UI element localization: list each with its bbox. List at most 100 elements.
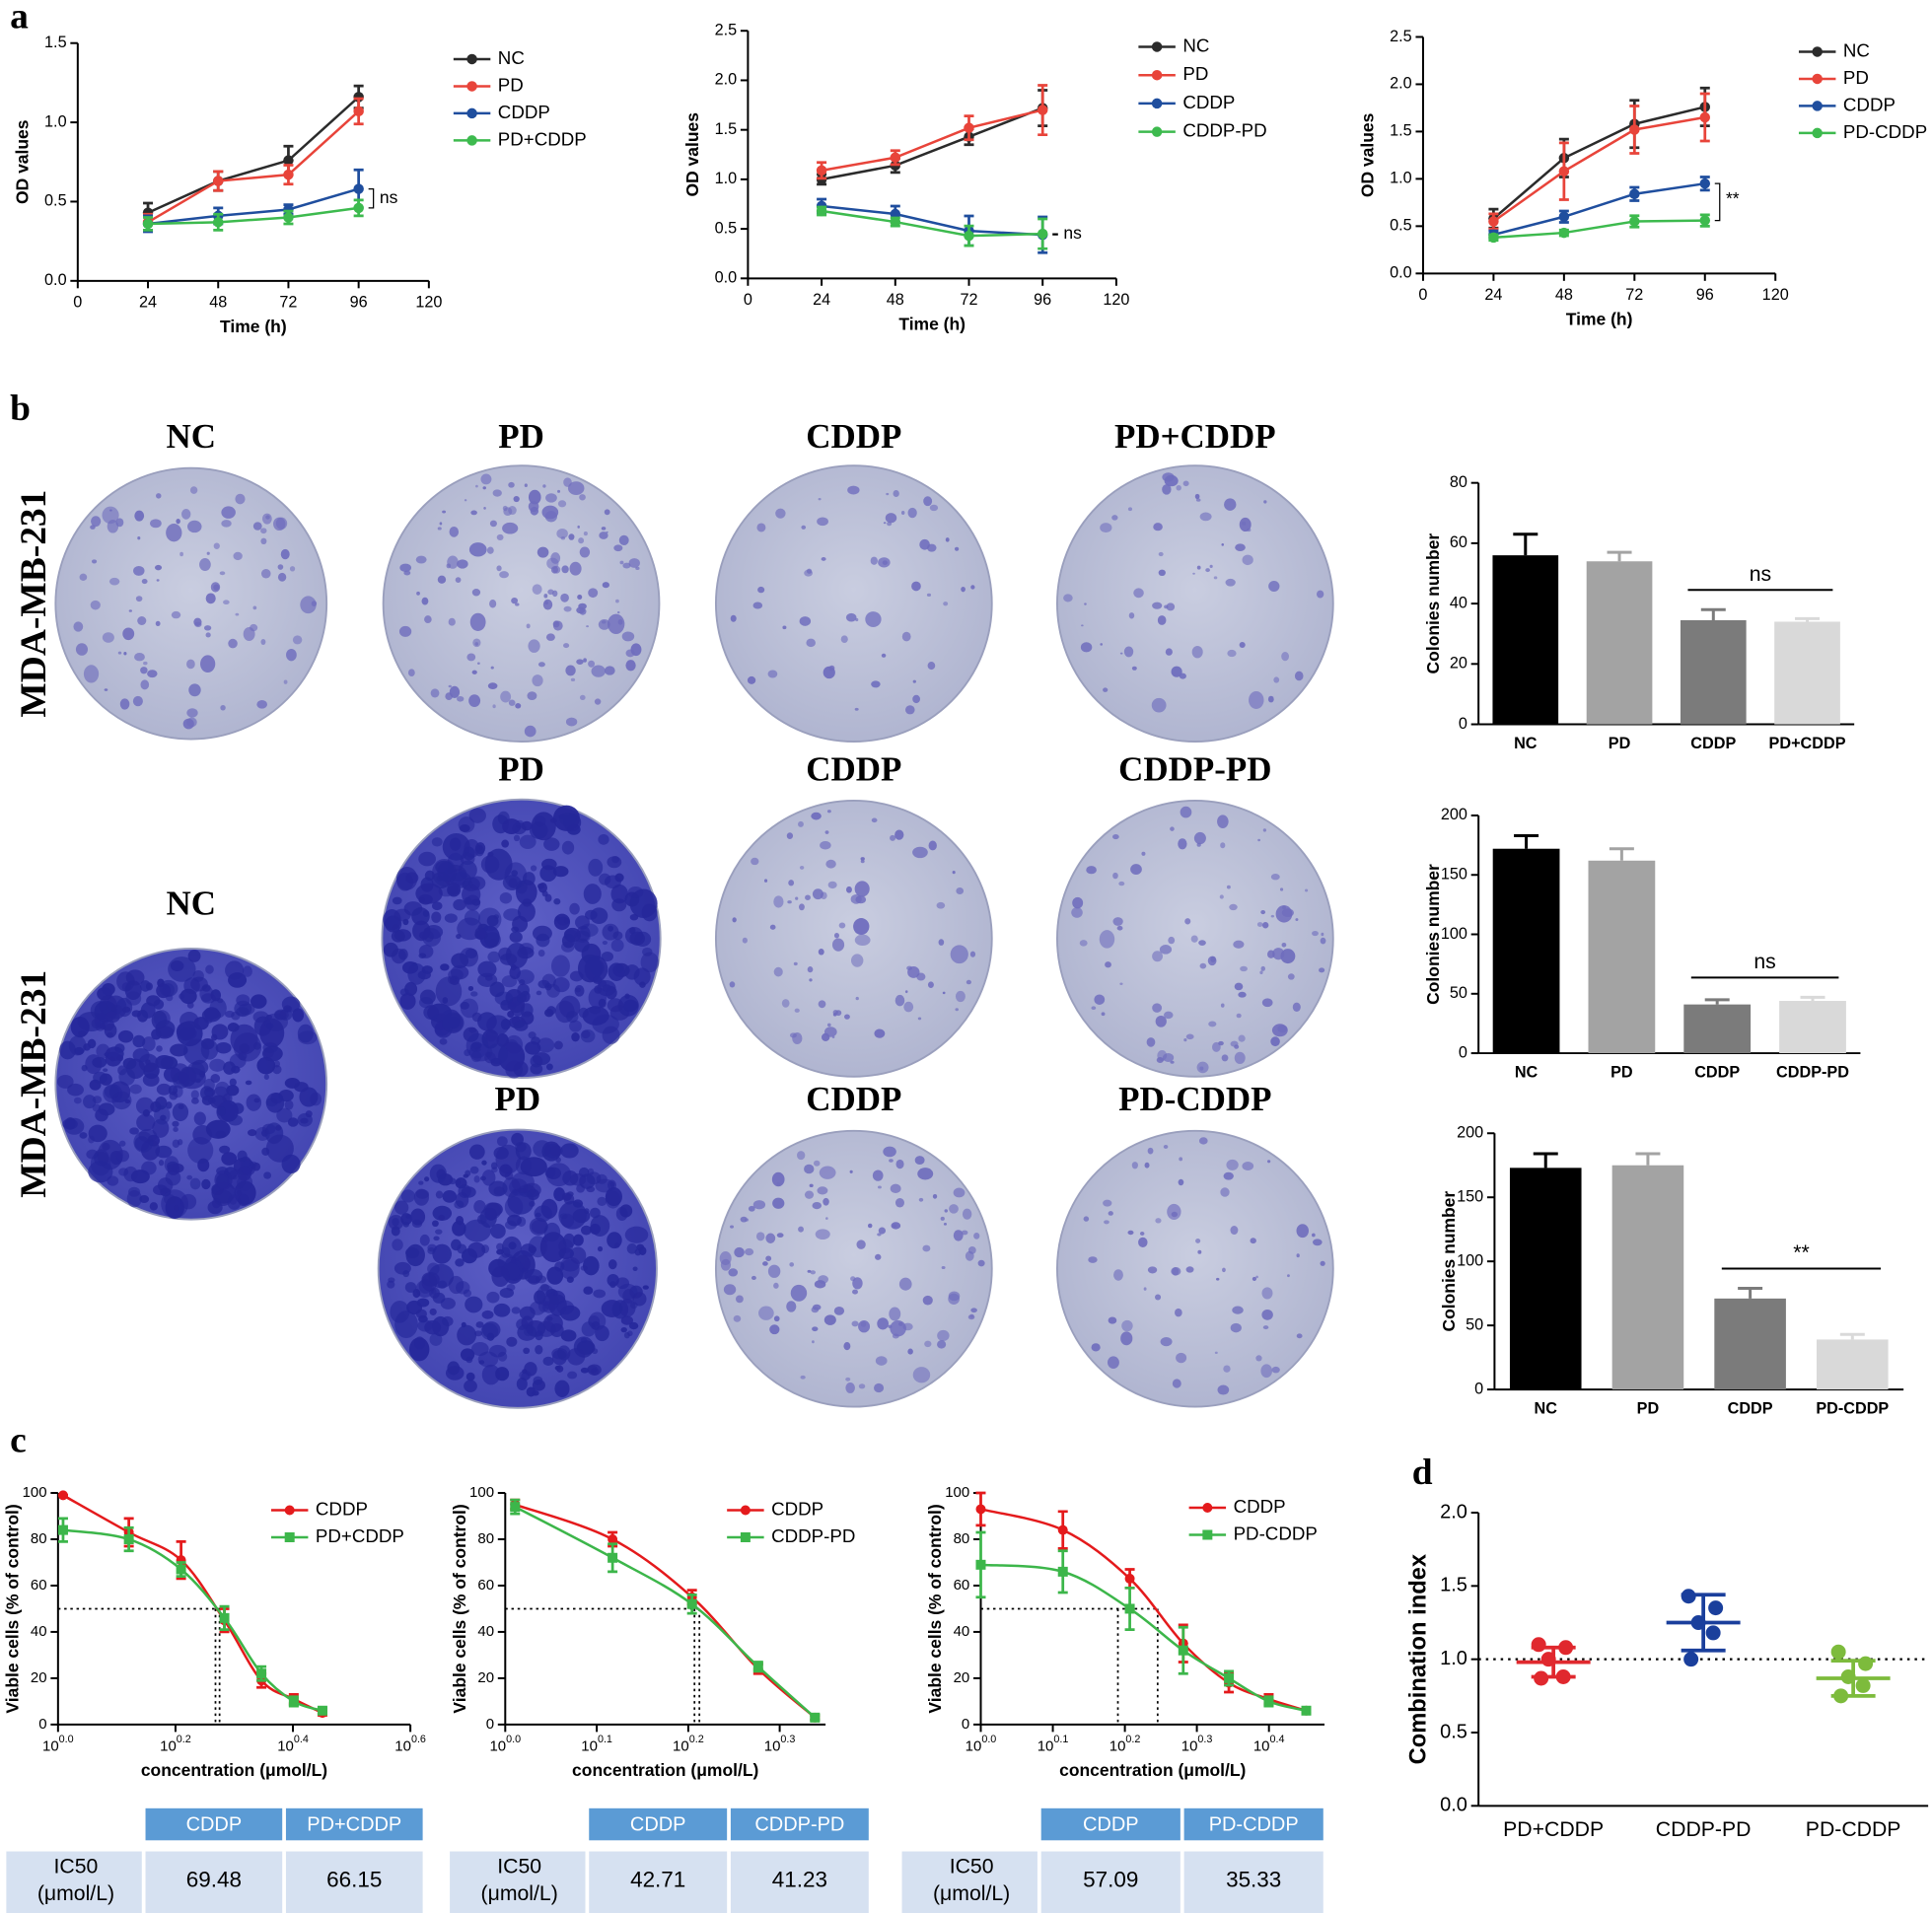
colony xyxy=(1146,1037,1156,1047)
colony xyxy=(618,1299,636,1317)
x-tick-exponent: 0.1 xyxy=(598,1734,612,1745)
column-header: CDDP xyxy=(630,1814,686,1836)
x-tick-label: 72 xyxy=(1625,286,1643,304)
marker xyxy=(1699,177,1711,189)
colony xyxy=(523,872,536,886)
y-axis-title: Viable cells (% of control) xyxy=(925,1504,945,1713)
colony xyxy=(228,972,248,988)
x-tick-label: 0 xyxy=(73,294,82,312)
colony xyxy=(620,1315,634,1325)
colony xyxy=(577,594,583,601)
colony xyxy=(620,1327,627,1333)
colony xyxy=(1121,1319,1133,1332)
colony xyxy=(912,846,928,859)
colony xyxy=(1261,1287,1273,1300)
colony xyxy=(496,1136,508,1147)
colony xyxy=(253,1098,260,1103)
colony xyxy=(1209,564,1213,569)
x-tick-label: CDDP xyxy=(1694,1063,1740,1081)
colony xyxy=(468,542,487,557)
colony xyxy=(156,983,172,999)
colony xyxy=(533,1376,543,1385)
series-line xyxy=(821,204,1043,237)
colony xyxy=(854,881,870,897)
colony xyxy=(1119,982,1123,986)
colony xyxy=(1225,578,1236,587)
colony xyxy=(809,978,813,982)
colony xyxy=(545,1063,553,1071)
colony xyxy=(1100,523,1112,533)
colony xyxy=(539,1232,567,1263)
colony xyxy=(584,909,598,920)
colony xyxy=(733,1314,742,1322)
colony xyxy=(565,717,578,727)
colony xyxy=(811,812,822,820)
y-tick-label: 0.0 xyxy=(44,271,67,289)
colony xyxy=(546,1006,556,1016)
y-tick-label: 150 xyxy=(1441,866,1467,884)
marker xyxy=(317,1705,327,1716)
colony xyxy=(561,565,569,574)
colony xyxy=(132,1034,146,1048)
row-background xyxy=(6,1851,423,1913)
colony xyxy=(856,1240,866,1249)
marker xyxy=(1699,111,1711,123)
colony xyxy=(219,1099,239,1122)
colony xyxy=(1262,828,1267,832)
row-label: (μmol/L) xyxy=(933,1882,1010,1905)
colony xyxy=(1281,942,1287,948)
colony xyxy=(1196,842,1201,847)
colony xyxy=(104,1052,109,1057)
marker xyxy=(1202,1503,1213,1514)
colony xyxy=(566,1348,586,1366)
colony xyxy=(176,518,180,525)
colony xyxy=(463,1289,472,1298)
colony xyxy=(490,1224,506,1240)
colony xyxy=(632,1266,638,1272)
colony xyxy=(903,1001,914,1013)
colony xyxy=(1287,1274,1290,1278)
colony xyxy=(73,621,84,632)
marker xyxy=(353,106,364,117)
colony xyxy=(607,1232,622,1249)
colony xyxy=(1108,1211,1113,1216)
colony xyxy=(752,1200,766,1210)
colony xyxy=(236,1007,250,1017)
colony xyxy=(292,635,303,645)
colony xyxy=(472,638,481,648)
colony xyxy=(287,1117,299,1127)
colony xyxy=(598,833,609,845)
series-line xyxy=(62,1528,323,1712)
colony xyxy=(1160,1337,1173,1347)
y-tick-label: 0.5 xyxy=(44,192,67,210)
marker xyxy=(283,212,294,223)
colony xyxy=(1216,1277,1220,1281)
marker xyxy=(176,1564,186,1575)
colony xyxy=(465,1296,483,1313)
marker xyxy=(353,183,364,194)
colony xyxy=(205,593,216,604)
colony xyxy=(758,1306,774,1320)
colony xyxy=(412,920,431,942)
colony xyxy=(466,653,476,662)
colony xyxy=(471,898,481,906)
colony xyxy=(412,1289,421,1299)
colony xyxy=(132,1047,150,1063)
x-tick-label: 100.0 xyxy=(489,1734,521,1755)
colony xyxy=(423,1005,440,1021)
error-bar xyxy=(1800,995,1825,1002)
colony xyxy=(590,1207,601,1219)
y-tick-label: 200 xyxy=(1441,806,1467,823)
colony xyxy=(966,979,971,985)
colony xyxy=(629,931,645,946)
plate xyxy=(714,800,993,1078)
colony xyxy=(435,1229,443,1235)
colony xyxy=(556,1300,575,1315)
marker xyxy=(510,1502,521,1513)
colony xyxy=(1263,500,1267,504)
colony xyxy=(263,1074,269,1081)
colony xyxy=(1103,687,1109,692)
colony xyxy=(506,1336,518,1347)
colony xyxy=(638,1246,647,1255)
colony xyxy=(515,1142,532,1161)
